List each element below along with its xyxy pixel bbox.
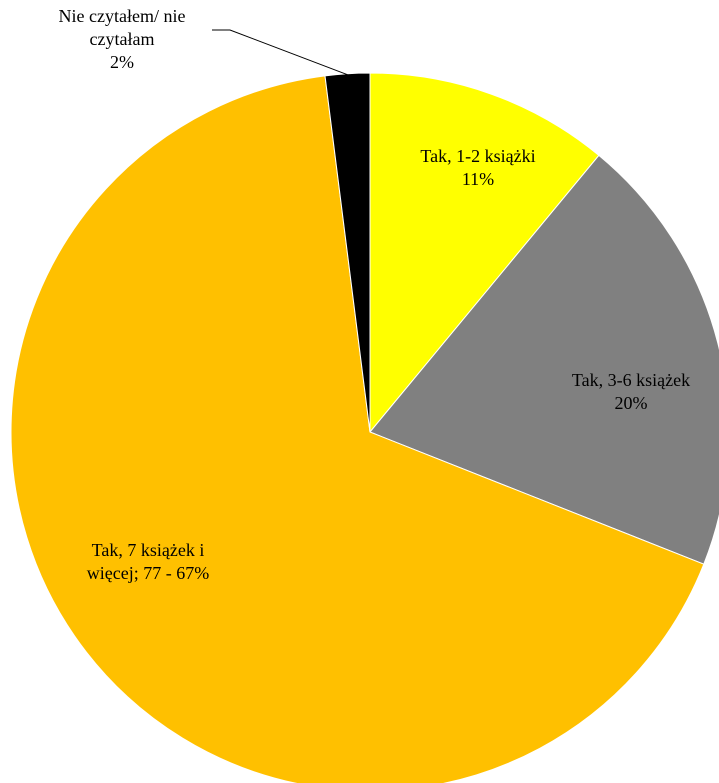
slice-label-line: Tak, 1-2 książki [420, 146, 535, 166]
pie-slice-2 [10, 75, 705, 783]
pie-slice-3 [324, 72, 371, 433]
slice-label-1: Tak, 3-6 książek 20% [572, 370, 690, 413]
leader-line-3 [212, 29, 348, 76]
slice-label-line: Tak, 7 książek i [92, 540, 205, 560]
slice-label-line: czytałam [90, 29, 155, 49]
slice-labels: Tak, 1-2 książki 11%Tak, 3-6 książek 20%Ta… [59, 6, 691, 583]
slice-label-line: 11% [462, 169, 494, 189]
slice-label-line: 20% [615, 393, 648, 413]
pie-slice-0 [369, 72, 600, 434]
pie-slice-1 [369, 154, 719, 565]
slice-label-line: Tak, 3-6 książek [572, 370, 690, 390]
slice-label-0: Tak, 1-2 książki 11% [420, 146, 535, 189]
slice-label-line: 2% [110, 52, 134, 72]
slice-label-2: Tak, 7 książek i więcej; 77 - 67% [87, 540, 209, 583]
slice-label-line: więcej; 77 - 67% [87, 563, 209, 583]
slice-label-3: Nie czytałem/ nie czytałam 2% [59, 6, 186, 72]
leader-lines [212, 29, 348, 76]
pie-slices [10, 72, 719, 783]
slice-label-line: Nie czytałem/ nie [59, 6, 186, 26]
